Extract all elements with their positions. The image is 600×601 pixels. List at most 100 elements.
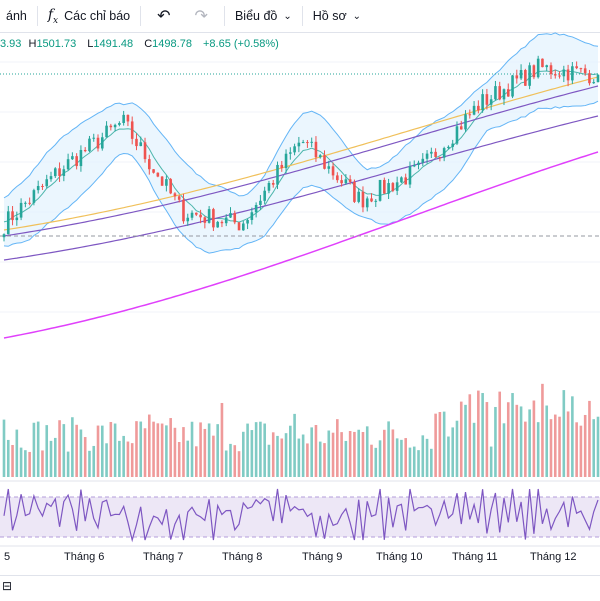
candle-body — [532, 65, 536, 78]
volume-bar — [468, 394, 472, 477]
volume-bar — [571, 396, 574, 477]
candle-body — [100, 137, 104, 149]
volume-bar — [374, 447, 378, 477]
close-value: 1498.78 — [152, 38, 192, 50]
candle-body — [541, 58, 544, 68]
volume-bar — [408, 447, 412, 477]
volume-bar — [506, 402, 510, 477]
volume-bar — [100, 425, 104, 477]
chart-type-label: ánh — [6, 9, 27, 23]
toolbar-divider — [301, 6, 303, 26]
volume-bar — [79, 429, 83, 477]
volume-bar — [195, 446, 198, 477]
volume-bar — [88, 450, 91, 477]
candle-body — [357, 191, 360, 202]
undo-button[interactable]: ↶ — [145, 0, 182, 32]
candle-body — [477, 105, 480, 111]
candle-body — [583, 68, 587, 74]
volume-bar — [494, 406, 497, 477]
volume-bar — [579, 425, 583, 477]
ohlc-legend: 3.93 H1501.73 L1491.48 C1498.78 +8.65 (+… — [0, 38, 283, 50]
candle-body — [451, 143, 455, 147]
volume-bar — [412, 446, 416, 477]
volume-bar — [532, 400, 536, 477]
chart-menu-button[interactable]: Biểu đồ ⌄ — [229, 0, 298, 32]
top-toolbar: ánh fx Các chỉ báo ↶ ↷ Biểu đồ ⌄ Hồ sơ ⌄ — [0, 0, 600, 33]
candle-body — [83, 149, 87, 152]
volume-bar — [383, 429, 386, 477]
candle-body — [229, 213, 232, 218]
candle-body — [92, 137, 96, 139]
candle-body — [447, 146, 450, 149]
bottom-bar: ⊟ — [0, 575, 600, 601]
volume-bar — [259, 421, 262, 477]
candle-body — [139, 142, 143, 147]
volume-bar — [24, 450, 27, 477]
candle-body — [519, 70, 523, 79]
candle-body — [105, 125, 108, 138]
volume-bar — [66, 451, 70, 477]
candle-body — [152, 169, 155, 173]
volume-bar — [553, 414, 557, 477]
volume-bar — [524, 421, 527, 477]
volume-bar — [156, 423, 160, 477]
candle-body — [571, 66, 574, 81]
volume-bar — [566, 411, 570, 477]
candle-body — [494, 86, 497, 100]
chart-menu-label: Biểu đồ — [234, 9, 278, 23]
profile-menu-button[interactable]: Hồ sơ ⌄ — [307, 0, 367, 32]
candle-body — [442, 148, 446, 158]
candle-body — [195, 212, 198, 215]
volume-bar — [41, 450, 44, 477]
volume-bar — [45, 425, 49, 477]
candle-body — [459, 126, 463, 130]
candle-body — [19, 202, 23, 218]
candle-body — [378, 179, 382, 201]
candle-body — [109, 125, 113, 128]
volume-bar — [370, 444, 373, 477]
candle-body — [417, 162, 420, 165]
volume-bar — [75, 424, 78, 477]
candle-body — [71, 156, 74, 160]
candle-body — [575, 66, 578, 69]
candle-body — [113, 124, 117, 128]
candle-body — [24, 202, 27, 204]
volume-bar — [203, 428, 207, 477]
volume-bar — [143, 428, 147, 477]
volume-bar — [177, 442, 181, 477]
calendar-icon[interactable]: ⊟ — [2, 579, 13, 593]
candle-body — [169, 179, 172, 194]
indicators-button[interactable]: fx Các chỉ báo — [42, 0, 136, 32]
redo-button[interactable]: ↷ — [183, 0, 220, 32]
candle-body — [481, 94, 484, 111]
candle-body — [293, 146, 296, 153]
volume-bar — [541, 383, 544, 477]
candle-body — [118, 123, 121, 125]
candle-body — [515, 75, 519, 79]
toolbar-divider — [223, 6, 225, 26]
candle-body — [361, 191, 365, 208]
candle-body — [579, 68, 583, 70]
chart-area[interactable]: 5 Tháng 6 Tháng 7 Tháng 8 Tháng 9 Tháng 10 Thá… — [0, 32, 600, 575]
volume-bar — [109, 421, 113, 477]
volume-bar — [447, 436, 450, 477]
candle-body — [404, 177, 407, 185]
undo-icon: ↶ — [157, 8, 171, 25]
chart-type-button[interactable]: ánh — [0, 0, 33, 32]
candle-body — [340, 180, 343, 184]
x-tick-label: Tháng 12 — [530, 551, 576, 563]
candle-body — [122, 114, 125, 124]
low-value: 1491.48 — [93, 38, 134, 50]
volume-bar — [575, 422, 578, 477]
volume-bar — [455, 420, 459, 477]
volume-bar — [310, 427, 313, 477]
candle-body — [306, 142, 309, 144]
bollinger-upper — [3, 32, 599, 199]
high-value: 1501.73 — [36, 38, 77, 50]
candle-body — [545, 65, 549, 68]
candle-body — [79, 149, 83, 167]
candle-body — [96, 137, 100, 149]
volume-bar — [442, 411, 446, 477]
rsi-line — [3, 488, 599, 543]
candle-body — [216, 221, 219, 228]
